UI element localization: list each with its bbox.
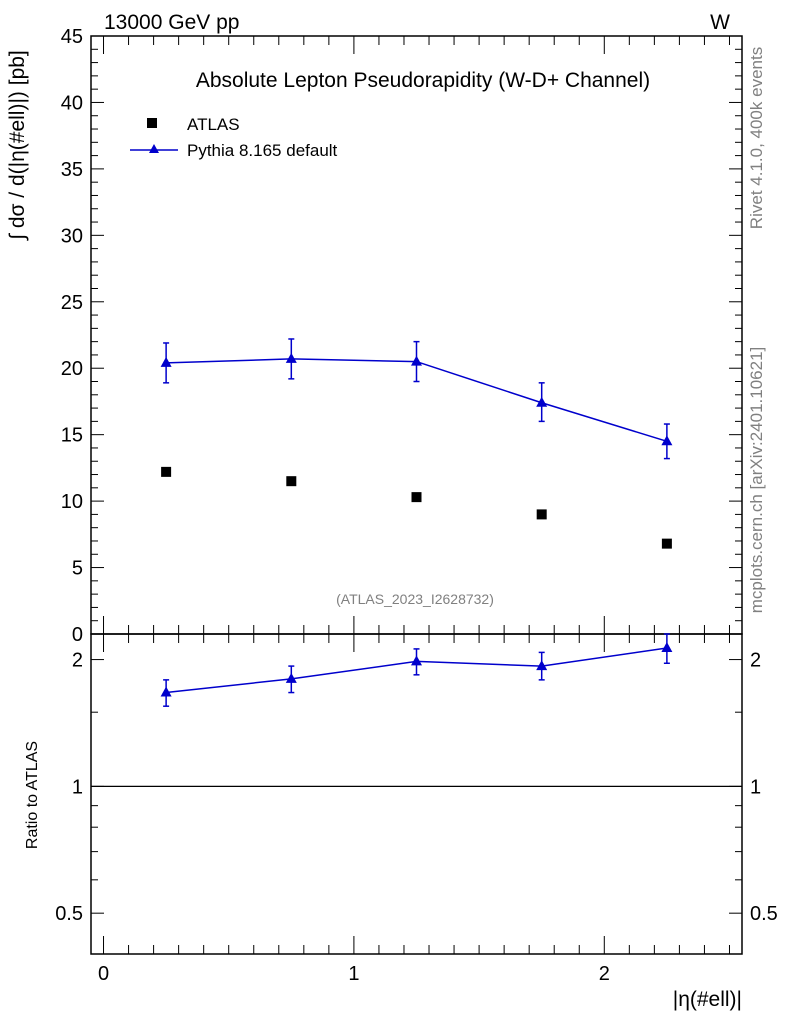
rivet-version-label: Rivet 4.1.0, 400k events (747, 47, 766, 229)
ratio-panel-frame (90, 633, 743, 955)
pythia-point (160, 356, 172, 367)
ratio-pythia-point (411, 655, 422, 666)
ratio-pythia-point (160, 686, 172, 697)
xtick-label: 0 (98, 963, 109, 985)
legend-atlas-label: ATLAS (187, 115, 240, 134)
xlabel: |η(#ell)| (673, 988, 742, 1011)
ratio-pythia-point (285, 672, 297, 683)
ratio-ytick-label: 2 (72, 650, 83, 672)
atlas-point (661, 538, 672, 549)
main-axes: 0 5 10 15 20 25 30 35 40 45 (61, 26, 742, 646)
ratio-ylabel: Ratio to ATLAS (24, 741, 41, 849)
ratio-ytick-label: 1 (72, 776, 83, 798)
ratio-ytick-label-right: 2 (750, 650, 761, 672)
main-ytick-label: 15 (61, 425, 83, 447)
analysis-label: (ATLAS_2023_I2628732) (336, 591, 494, 607)
pythia-point (536, 396, 548, 407)
mcplots-label: mcplots.cern.ch [arXiv:2401.10621] (747, 347, 766, 613)
process-label: W (710, 11, 730, 34)
main-ytick-label: 0 (72, 624, 83, 646)
legend-pythia-label: Pythia 8.165 default (187, 141, 338, 160)
main-ylabel: ∫ dσ / d(|η(#ell)|) [pb] (6, 50, 29, 241)
legend-pythia-marker (149, 144, 159, 153)
chart-title: Absolute Lepton Pseudorapidity (W-D+ Cha… (196, 69, 650, 92)
main-ytick-label: 5 (72, 558, 83, 580)
pythia-point (661, 435, 673, 446)
main-ytick-label: 25 (61, 292, 83, 314)
atlas-point (161, 466, 172, 477)
ratio-pythia-point (536, 660, 548, 671)
pythia-point (411, 355, 422, 366)
atlas-point (411, 492, 422, 503)
xtick-label: 2 (599, 963, 610, 985)
ratio-ytick-label-right: 0.5 (750, 903, 778, 925)
ratio-ytick-label-right: 1 (750, 776, 761, 798)
main-ytick-label: 10 (61, 491, 83, 513)
ratio-ytick-label: 0.5 (55, 903, 83, 925)
main-ytick-label: 45 (61, 26, 83, 48)
main-ytick-label: 20 (61, 358, 83, 380)
main-ytick-label: 35 (61, 159, 83, 181)
atlas-point (536, 509, 547, 520)
ratio-axes: 0 1 2 0.5 0.5 1 1 2 2 (55, 633, 778, 985)
energy-label: 13000 GeV pp (104, 11, 239, 34)
xtick-label: 1 (348, 963, 359, 985)
atlas-point (286, 476, 297, 487)
main-ytick-label: 40 (61, 92, 83, 114)
ratio-pythia-point (661, 642, 673, 653)
main-ytick-label: 30 (61, 225, 83, 247)
legend-atlas-marker (147, 118, 157, 128)
pythia-point (285, 352, 297, 363)
legend: ATLAS Pythia 8.165 default (130, 115, 338, 160)
